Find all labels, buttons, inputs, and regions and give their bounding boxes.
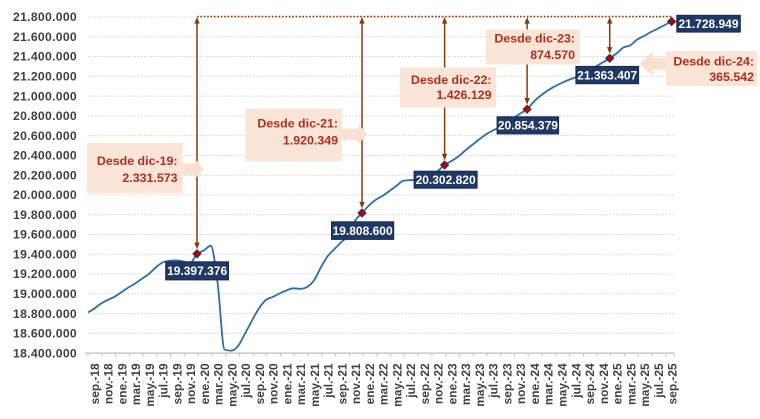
svg-text:sep.-19: sep.-19	[170, 363, 184, 404]
svg-text:2.331.573: 2.331.573	[122, 171, 177, 185]
svg-text:ene.-24: ene.-24	[528, 363, 542, 404]
svg-text:jul.-19: jul.-19	[157, 363, 171, 399]
svg-text:18.400.000: 18.400.000	[13, 346, 77, 360]
svg-text:21.000.000: 21.000.000	[13, 89, 77, 103]
svg-text:sep.-25: sep.-25	[666, 363, 680, 404]
svg-text:874.570: 874.570	[530, 48, 575, 62]
svg-text:21.800.000: 21.800.000	[13, 10, 77, 24]
svg-text:19.397.376: 19.397.376	[167, 264, 227, 278]
svg-text:sep.-22: sep.-22	[418, 363, 432, 404]
svg-text:sep.-18: sep.-18	[88, 363, 102, 404]
svg-text:mar.-22: mar.-22	[377, 363, 391, 405]
svg-text:nov.-23: nov.-23	[514, 363, 528, 404]
svg-text:may.-24: may.-24	[556, 363, 570, 407]
svg-text:sep.-24: sep.-24	[583, 363, 597, 404]
svg-text:20.800.000: 20.800.000	[13, 109, 77, 123]
svg-text:mar.-25: mar.-25	[624, 363, 638, 405]
svg-text:19.400.000: 19.400.000	[13, 247, 77, 261]
svg-text:20.302.820: 20.302.820	[416, 173, 476, 187]
svg-text:Desde dic-21:: Desde dic-21:	[257, 117, 338, 131]
svg-text:mar.-24: mar.-24	[542, 363, 556, 405]
svg-text:18.800.000: 18.800.000	[13, 307, 77, 321]
svg-text:20.000.000: 20.000.000	[13, 188, 77, 202]
svg-text:ene.-20: ene.-20	[198, 363, 212, 404]
svg-text:may.-23: may.-23	[473, 363, 487, 407]
svg-text:19.800.000: 19.800.000	[13, 208, 77, 222]
svg-text:may.-19: may.-19	[143, 363, 157, 407]
svg-text:nov.-21: nov.-21	[349, 363, 363, 404]
svg-text:jul.-22: jul.-22	[404, 363, 418, 399]
svg-text:Desde dic-24:: Desde dic-24:	[673, 55, 754, 69]
svg-text:18.600.000: 18.600.000	[13, 327, 77, 341]
svg-text:ene.-19: ene.-19	[115, 363, 129, 404]
svg-text:ene.-22: ene.-22	[363, 363, 377, 404]
svg-text:21.600.000: 21.600.000	[13, 30, 77, 44]
svg-text:mar.-21: mar.-21	[294, 363, 308, 405]
svg-text:365.542: 365.542	[709, 70, 754, 84]
svg-text:20.400.000: 20.400.000	[13, 149, 77, 163]
svg-text:nov.-18: nov.-18	[102, 363, 116, 404]
svg-text:19.000.000: 19.000.000	[13, 287, 77, 301]
svg-text:mar.-19: mar.-19	[129, 363, 143, 405]
svg-text:jul.-21: jul.-21	[322, 363, 336, 399]
svg-text:sep.-23: sep.-23	[501, 363, 515, 404]
svg-text:21.400.000: 21.400.000	[13, 50, 77, 64]
svg-text:20.854.379: 20.854.379	[498, 119, 558, 133]
svg-text:may.-25: may.-25	[638, 363, 652, 407]
svg-text:may.-22: may.-22	[390, 363, 404, 407]
svg-text:20.200.000: 20.200.000	[13, 168, 77, 182]
svg-text:nov.-22: nov.-22	[432, 363, 446, 404]
svg-text:Desde dic-22:: Desde dic-22:	[411, 73, 492, 87]
svg-text:jul.-23: jul.-23	[487, 363, 501, 399]
svg-text:nov.-20: nov.-20	[267, 363, 281, 404]
svg-text:may.-21: may.-21	[308, 363, 322, 407]
svg-text:nov.-24: nov.-24	[597, 363, 611, 404]
svg-text:ene.-21: ene.-21	[280, 363, 294, 404]
svg-text:jul.-25: jul.-25	[652, 363, 666, 399]
svg-text:sep.-20: sep.-20	[253, 363, 267, 404]
svg-text:sep.-21: sep.-21	[335, 363, 349, 404]
svg-text:may.-20: may.-20	[225, 363, 239, 407]
svg-text:20.600.000: 20.600.000	[13, 129, 77, 143]
svg-text:19.200.000: 19.200.000	[13, 267, 77, 281]
svg-text:1.426.129: 1.426.129	[436, 88, 491, 102]
svg-text:Desde dic-23:: Desde dic-23:	[494, 31, 575, 45]
svg-text:ene.-23: ene.-23	[446, 363, 460, 404]
svg-text:mar.-20: mar.-20	[212, 363, 226, 405]
svg-text:nov.-19: nov.-19	[184, 363, 198, 404]
svg-text:19.808.600: 19.808.600	[333, 224, 393, 238]
svg-text:Desde dic-19:: Desde dic-19:	[97, 154, 178, 168]
svg-text:21.728.949: 21.728.949	[678, 17, 738, 31]
svg-text:ene.-25: ene.-25	[611, 363, 625, 404]
svg-text:mar.-23: mar.-23	[459, 363, 473, 405]
svg-text:19.600.000: 19.600.000	[13, 228, 77, 242]
svg-text:jul.-20: jul.-20	[239, 363, 253, 399]
svg-text:1.920.349: 1.920.349	[283, 134, 338, 148]
svg-text:21.200.000: 21.200.000	[13, 70, 77, 84]
svg-text:jul.-24: jul.-24	[569, 363, 583, 399]
svg-text:21.363.407: 21.363.407	[577, 68, 637, 82]
